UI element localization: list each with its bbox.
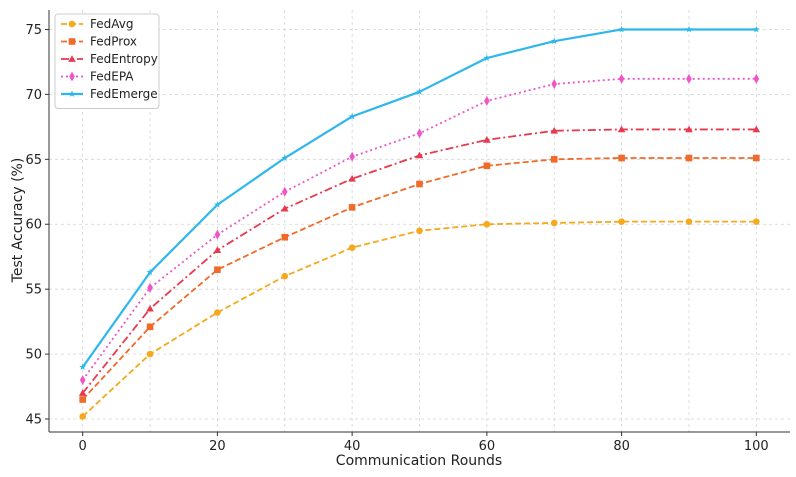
- x-tick-label: 80: [613, 439, 630, 454]
- data-point-fedepa: [753, 73, 760, 84]
- data-point-fedentropy: [617, 125, 626, 133]
- data-point-fedemerge: [618, 25, 626, 33]
- data-point-fedemerge: [416, 88, 423, 95]
- data-point-fedavg: [618, 218, 625, 225]
- data-point-fedepa: [281, 186, 288, 197]
- data-point-fedemerge: [550, 37, 558, 45]
- data-point-fedavg: [483, 220, 491, 228]
- data-point-fedemerge: [752, 25, 760, 33]
- data-point-fedepa: [484, 95, 490, 106]
- data-point-fedavg: [348, 244, 356, 251]
- data-point-fedentropy: [348, 175, 356, 182]
- data-point-fedentropy: [146, 304, 154, 312]
- data-point-fedepa: [79, 375, 86, 386]
- legend-label: FedAvg: [90, 17, 133, 31]
- legend-marker: [69, 71, 75, 82]
- series-fedentropy: [78, 125, 761, 396]
- data-point-fedavg: [79, 413, 86, 420]
- y-tick-label: 70: [25, 88, 42, 103]
- series-line-fedepa: [81, 77, 757, 381]
- data-point-fedavg: [416, 227, 423, 235]
- data-point-fedentropy: [685, 125, 693, 133]
- data-point-fedprox: [348, 204, 356, 211]
- data-point-fedepa: [686, 73, 692, 84]
- legend-marker: [68, 38, 76, 45]
- data-point-fedprox: [146, 323, 154, 331]
- data-point-fedepa: [147, 282, 153, 293]
- data-point-fedemerge: [281, 154, 289, 161]
- x-axis-label: Communication Rounds: [336, 453, 502, 469]
- data-point-fedepa: [416, 128, 423, 139]
- legend-label: FedEPA: [90, 70, 134, 84]
- series-layer: [78, 25, 761, 420]
- y-tick-label: 60: [25, 218, 42, 233]
- legend-label: FedEntropy: [90, 52, 158, 66]
- series-fedepa: [79, 73, 760, 386]
- data-point-fedprox: [79, 396, 86, 403]
- y-tick-label: 50: [25, 348, 42, 363]
- data-point-fedprox: [416, 180, 423, 188]
- data-point-fedentropy: [550, 126, 559, 134]
- legend-item-fedepa: FedEPA: [61, 70, 134, 84]
- legend-label: FedProx: [90, 35, 137, 49]
- data-point-fedentropy: [78, 389, 87, 396]
- x-tick-label: 40: [344, 439, 361, 454]
- axes: 0 20 40 60 80 100 45 50 55 60 65 70 75: [25, 10, 790, 454]
- data-point-fedavg: [550, 219, 558, 227]
- data-point-fedprox: [214, 266, 221, 273]
- data-point-fedavg: [281, 272, 289, 280]
- legend-marker: [68, 55, 76, 62]
- data-point-fedentropy: [752, 125, 761, 133]
- data-point-fedemerge: [79, 363, 87, 371]
- data-point-fedprox: [281, 233, 289, 241]
- y-tick-label: 75: [25, 23, 42, 38]
- data-point-fedavg: [146, 350, 154, 358]
- data-point-fedentropy: [280, 204, 289, 212]
- series-fedemerge: [79, 25, 760, 371]
- legend-item-fedemerge: FedEmerge: [61, 87, 158, 101]
- y-axis-label: Test Accuracy (%): [10, 158, 26, 284]
- y-tick-label: 65: [25, 153, 42, 168]
- data-point-fedepa: [618, 73, 625, 84]
- data-point-fedemerge: [685, 25, 693, 33]
- x-tick-label: 0: [79, 439, 87, 454]
- data-point-fedemerge: [146, 268, 154, 276]
- data-point-fedprox: [753, 154, 760, 162]
- legend-item-fedprox: FedProx: [61, 35, 137, 49]
- legend-marker: [68, 20, 76, 28]
- y-tick-label: 55: [25, 283, 42, 298]
- y-tick-label: 45: [25, 413, 42, 428]
- legend: FedAvg FedProx FedEntropy FedEPA FedEmerge: [54, 13, 160, 109]
- x-tick-label: 60: [479, 439, 496, 454]
- series-fedprox: [79, 154, 760, 403]
- data-point-fedemerge: [348, 112, 356, 120]
- legend-box: [54, 13, 160, 109]
- data-point-fedprox: [685, 154, 693, 162]
- data-point-fedepa: [214, 229, 221, 240]
- data-point-fedentropy: [483, 136, 491, 143]
- x-tick-label: 100: [744, 439, 769, 454]
- legend-label: FedEmerge: [90, 87, 158, 101]
- data-point-fedepa: [349, 151, 355, 162]
- data-point-fedemerge: [483, 54, 491, 61]
- legend-item-fedentropy: FedEntropy: [61, 52, 158, 66]
- legend-marker: [68, 90, 76, 97]
- data-point-fedavg: [753, 218, 760, 225]
- data-point-fedavg: [214, 309, 221, 316]
- data-point-fedprox: [483, 162, 491, 170]
- data-point-fedemerge: [213, 201, 221, 208]
- series-fedavg: [79, 218, 760, 420]
- data-point-fedentropy: [213, 246, 222, 254]
- data-point-fedprox: [550, 156, 558, 163]
- legend-item-fedavg: FedAvg: [61, 17, 133, 31]
- data-point-fedepa: [551, 79, 558, 89]
- data-point-fedentropy: [415, 151, 424, 159]
- series-line-fedprox: [82, 157, 757, 401]
- x-tick-label: 20: [209, 439, 226, 454]
- data-point-fedprox: [618, 154, 625, 162]
- data-point-fedavg: [685, 218, 693, 225]
